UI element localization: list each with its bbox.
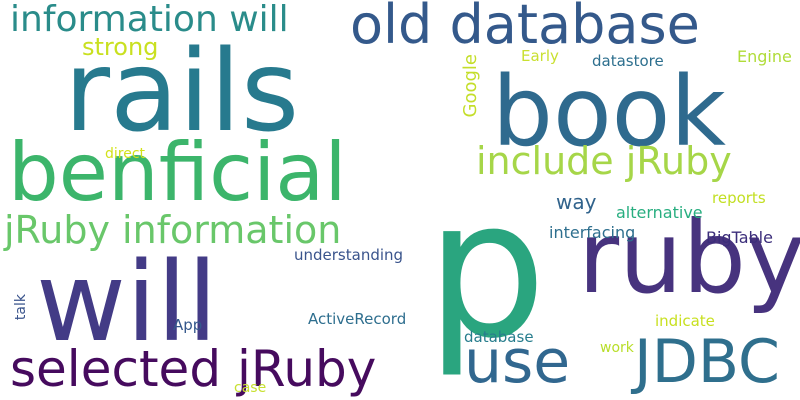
word-rails: rails bbox=[64, 27, 300, 157]
word-way: way bbox=[556, 190, 597, 214]
word-bigtable: BigTable bbox=[706, 228, 773, 247]
word-app: App bbox=[173, 316, 203, 334]
word-book: book bbox=[492, 56, 726, 168]
word-old-database: old database bbox=[350, 0, 700, 56]
word-selected-jruby: selected jRuby bbox=[10, 340, 377, 398]
word-case: case bbox=[234, 380, 267, 396]
word-understanding: understanding bbox=[294, 246, 404, 264]
word-benficial: benficial bbox=[8, 126, 347, 219]
word-early: Early bbox=[521, 47, 559, 65]
word-database: database bbox=[464, 328, 534, 346]
word-use: use bbox=[464, 327, 571, 397]
word-work: work bbox=[600, 340, 634, 356]
word-engine: Engine bbox=[737, 47, 792, 66]
word-strong: strong bbox=[82, 33, 159, 61]
word-datastore: datastore bbox=[592, 52, 664, 70]
word-indicate: indicate bbox=[655, 312, 715, 330]
word-will: will bbox=[36, 238, 218, 366]
word-talk: talk bbox=[13, 294, 29, 321]
word-interfacing: interfacing bbox=[549, 223, 636, 242]
word-jdbc: JDBC bbox=[634, 327, 780, 397]
word-activerecord: ActiveRecord bbox=[308, 310, 407, 328]
word-jruby-information: jRuby information bbox=[4, 208, 342, 252]
word-reports: reports bbox=[712, 189, 766, 207]
word-ruby: ruby bbox=[578, 199, 800, 316]
word-p: p bbox=[426, 159, 547, 380]
word-include-jruby: include jRuby bbox=[476, 139, 732, 183]
word-alternative: alternative bbox=[616, 203, 703, 222]
word-direct: direct bbox=[105, 146, 146, 162]
word-google: Google bbox=[460, 54, 481, 118]
word-information-will: information will bbox=[10, 0, 289, 40]
